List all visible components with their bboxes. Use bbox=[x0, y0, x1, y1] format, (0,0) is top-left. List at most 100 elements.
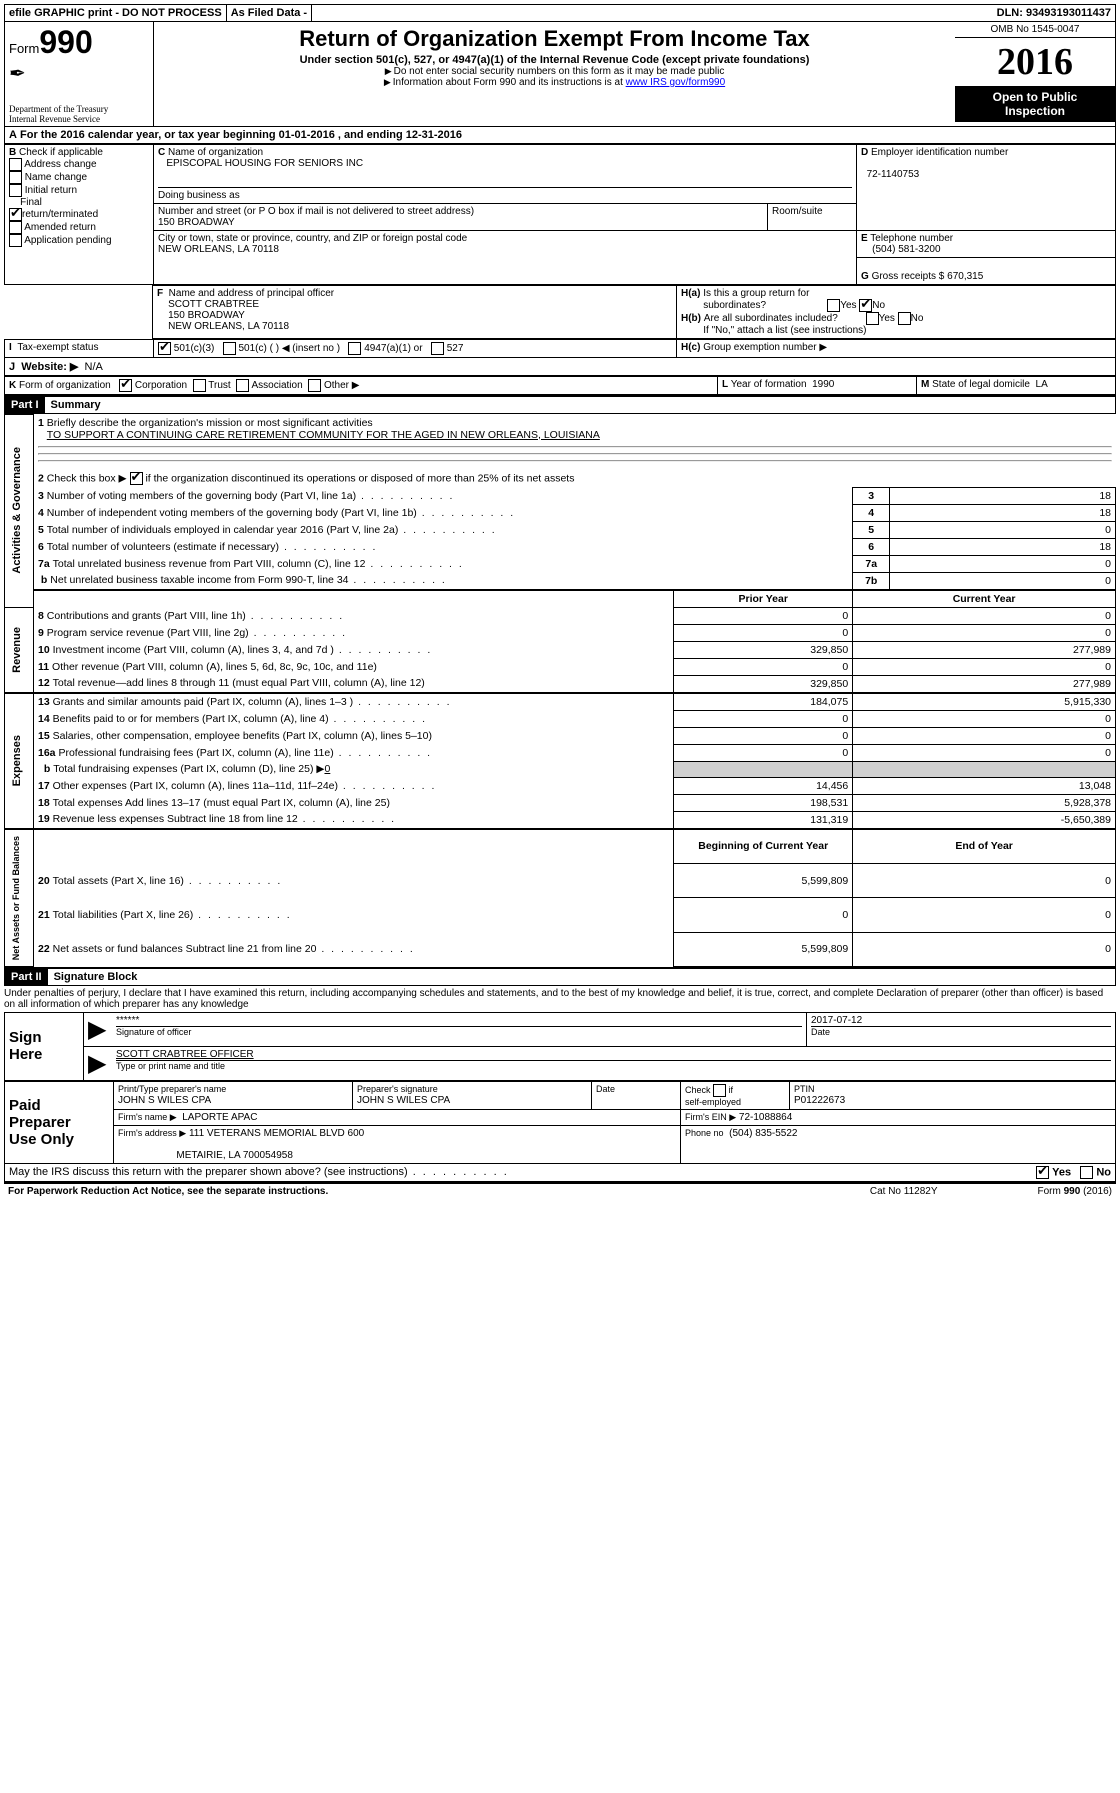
year-formation: 1990 bbox=[812, 379, 834, 390]
g-label: Gross receipts $ bbox=[872, 271, 945, 282]
top-bar: efile GRAPHIC print - DO NOT PROCESS As … bbox=[4, 4, 1116, 22]
paid-preparer-label: PaidPreparerUse Only bbox=[5, 1081, 114, 1163]
i-label: Tax-exempt status bbox=[17, 342, 98, 353]
end-year-hdr: End of Year bbox=[853, 829, 1116, 864]
cb-application[interactable] bbox=[9, 234, 22, 247]
gross-receipts: 670,315 bbox=[947, 271, 983, 282]
v6: 18 bbox=[890, 538, 1116, 555]
summary-table: Activities & Governance 1 Briefly descri… bbox=[4, 414, 1116, 967]
vert-expenses: Expenses bbox=[9, 731, 25, 790]
form-footer: Form 990 (2016) bbox=[1038, 1186, 1112, 1197]
d-label: Employer identification number bbox=[871, 147, 1008, 158]
preparer-sig: JOHN S WILES CPA bbox=[357, 1095, 450, 1106]
room-label: Room/suite bbox=[772, 206, 823, 217]
form-subtitle: Under section 501(c), 527, or 4947(a)(1)… bbox=[160, 54, 949, 66]
officer-addr2: NEW ORLEANS, LA 70118 bbox=[168, 321, 289, 332]
prior-year-hdr: Prior Year bbox=[674, 590, 853, 608]
efile-notice: efile GRAPHIC print - DO NOT PROCESS bbox=[5, 5, 227, 21]
vert-revenue: Revenue bbox=[9, 623, 25, 677]
officer-block: F Name and address of principal officer … bbox=[4, 285, 1116, 339]
paid-preparer-block: PaidPreparerUse Only Print/Type preparer… bbox=[4, 1081, 1116, 1164]
v3: 18 bbox=[890, 487, 1116, 504]
tax-year: 2016 bbox=[955, 38, 1115, 86]
website: N/A bbox=[85, 361, 103, 373]
cb-name-change[interactable] bbox=[9, 171, 22, 184]
cb-hb-no[interactable] bbox=[898, 312, 911, 325]
cat-no: Cat No 11282Y bbox=[870, 1186, 938, 1197]
hc-label: Group exemption number ▶ bbox=[703, 342, 827, 353]
cb-corp[interactable] bbox=[119, 379, 132, 392]
omb-number: OMB No 1545-0047 bbox=[955, 22, 1115, 38]
open-public: Open to PublicInspection bbox=[955, 86, 1115, 122]
ptin: P01222673 bbox=[794, 1095, 845, 1106]
form-title: Return of Organization Exempt From Incom… bbox=[160, 26, 949, 52]
v5: 0 bbox=[890, 521, 1116, 538]
k-label: Form of organization bbox=[19, 380, 111, 391]
domicile: LA bbox=[1036, 379, 1048, 390]
line-a: A For the 2016 calendar year, or tax yea… bbox=[4, 127, 1116, 144]
cb-4947[interactable] bbox=[348, 342, 361, 355]
cb-discuss-no[interactable] bbox=[1080, 1166, 1093, 1179]
discuss-row: May the IRS discuss this return with the… bbox=[4, 1164, 1116, 1182]
cb-address-change[interactable] bbox=[9, 158, 22, 171]
irs-link[interactable]: www IRS gov/form990 bbox=[626, 77, 725, 88]
j-label: Website: ▶ bbox=[21, 361, 78, 373]
cb-initial-return[interactable] bbox=[9, 184, 22, 197]
begin-year-hdr: Beginning of Current Year bbox=[674, 829, 853, 864]
cb-hb-yes[interactable] bbox=[866, 312, 879, 325]
dba-label: Doing business as bbox=[158, 190, 240, 201]
firm-addr2: METAIRIE, LA 700054958 bbox=[176, 1150, 293, 1161]
note-ssn: Do not enter social security numbers on … bbox=[160, 66, 949, 77]
e-label: Telephone number bbox=[870, 233, 953, 244]
officer-printed: SCOTT CRABTREE OFFICER bbox=[116, 1049, 254, 1060]
f-label: Name and address of principal officer bbox=[169, 288, 334, 299]
officer-name: SCOTT CRABTREE bbox=[168, 299, 259, 310]
cb-ha-yes[interactable] bbox=[827, 299, 840, 312]
vert-netassets: Net Assets or Fund Balances bbox=[9, 832, 23, 964]
cb-527[interactable] bbox=[431, 342, 444, 355]
v4: 18 bbox=[890, 504, 1116, 521]
cb-assoc[interactable] bbox=[236, 379, 249, 392]
pen-icon: ✒ bbox=[9, 61, 149, 86]
note-info: Information about Form 990 and its instr… bbox=[160, 77, 949, 88]
cb-ha-no[interactable] bbox=[859, 299, 872, 312]
firm-name: LAPORTE APAC bbox=[182, 1112, 257, 1123]
cb-amended[interactable] bbox=[9, 221, 22, 234]
footer-row: For Paperwork Reduction Act Notice, see … bbox=[4, 1182, 1116, 1199]
as-filed: As Filed Data - bbox=[227, 5, 312, 21]
cb-final-return[interactable] bbox=[9, 208, 22, 221]
treasury-dept: Department of the Treasury Internal Reve… bbox=[9, 104, 149, 124]
ein: 72-1140753 bbox=[867, 169, 920, 180]
current-year-hdr: Current Year bbox=[853, 590, 1116, 608]
firm-phone: (504) 835-5522 bbox=[729, 1128, 797, 1139]
cb-self-employed[interactable] bbox=[713, 1084, 726, 1097]
form-number: Form990 bbox=[9, 24, 149, 61]
vert-activities: Activities & Governance bbox=[9, 443, 25, 578]
entity-block: B Check if applicable Address change Nam… bbox=[4, 144, 1116, 285]
cb-other[interactable] bbox=[308, 379, 321, 392]
dln: DLN: 93493193011437 bbox=[993, 5, 1115, 21]
v7a: 0 bbox=[890, 555, 1116, 572]
city-state-zip: NEW ORLEANS, LA 70118 bbox=[158, 244, 279, 255]
c-label: Name of organization bbox=[168, 147, 263, 158]
sig-date: 2017-07-12 bbox=[811, 1015, 862, 1026]
b-header: Check if applicable bbox=[19, 147, 103, 158]
v7b: 0 bbox=[890, 572, 1116, 590]
header-row: Form990 ✒ Department of the Treasury Int… bbox=[4, 22, 1116, 127]
firm-addr1: 111 VETERANS MEMORIAL BLVD 600 bbox=[189, 1128, 364, 1139]
telephone: (504) 581-3200 bbox=[872, 244, 940, 255]
preparer-name: JOHN S WILES CPA bbox=[118, 1095, 211, 1106]
sign-block: Sign Here ▶ ****** Signature of officer … bbox=[4, 1012, 1116, 1081]
perjury: Under penalties of perjury, I declare th… bbox=[4, 986, 1116, 1012]
cb-501c3[interactable] bbox=[158, 342, 171, 355]
part-ii-header: Part IISignature Block bbox=[4, 967, 1116, 986]
cb-501c[interactable] bbox=[223, 342, 236, 355]
cb-trust[interactable] bbox=[193, 379, 206, 392]
part-i-header: Part ISummary bbox=[4, 395, 1116, 414]
cb-discuss-yes[interactable] bbox=[1036, 1166, 1049, 1179]
mission: TO SUPPORT A CONTINUING CARE RETIREMENT … bbox=[47, 429, 600, 441]
street-addr: 150 BROADWAY bbox=[158, 217, 235, 228]
city-label: City or town, state or province, country… bbox=[158, 233, 467, 244]
cb-discontinued[interactable] bbox=[130, 472, 143, 485]
firm-ein: 72-1088864 bbox=[739, 1112, 792, 1123]
